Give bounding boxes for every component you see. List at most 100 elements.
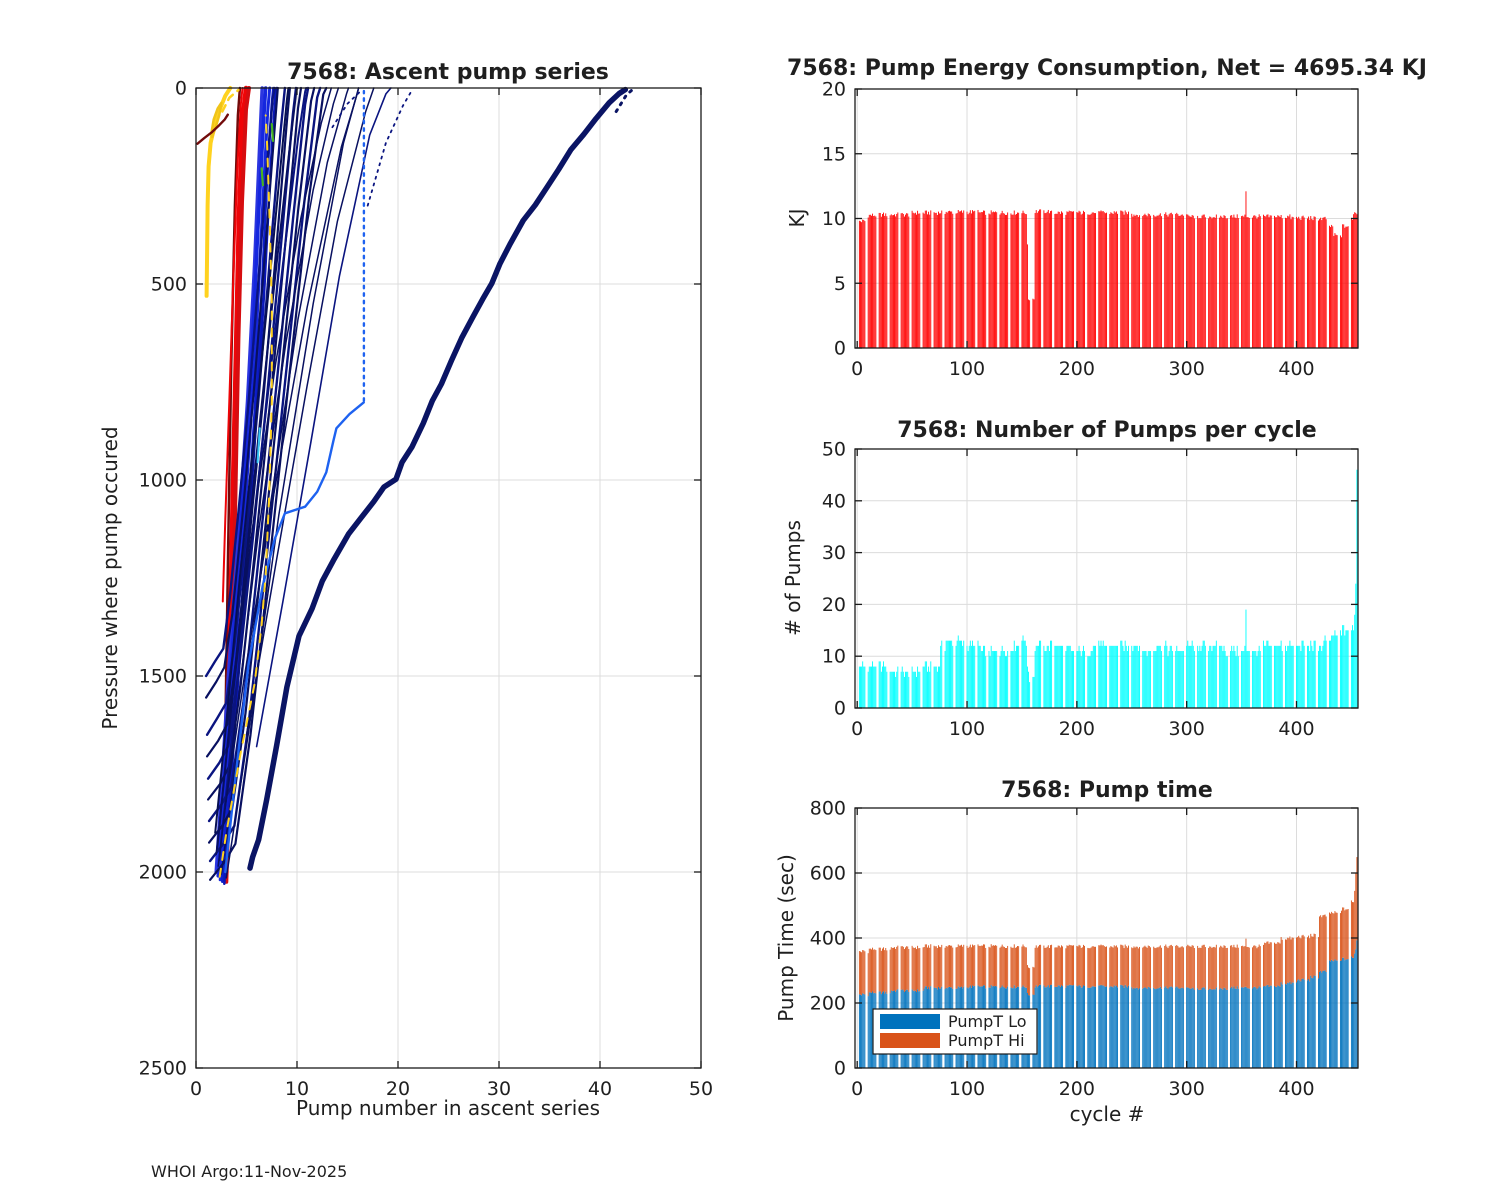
tick-label: 20 (822, 594, 846, 616)
bar-lo (1333, 961, 1335, 1068)
bar (1028, 299, 1029, 348)
series-line-navy-dotted-1 (366, 89, 414, 207)
bar (946, 640, 948, 708)
bar-hi (1214, 947, 1216, 990)
bar (1309, 219, 1311, 348)
bar (913, 213, 915, 348)
bar-lo (1220, 988, 1222, 1068)
bar-hi (1090, 947, 1092, 988)
bar-lo (1179, 988, 1181, 1068)
bar-lo (1175, 987, 1177, 1068)
bar (1241, 216, 1243, 348)
bar-lo (1210, 988, 1212, 1068)
bar (991, 212, 993, 348)
tick-label: 300 (1169, 718, 1205, 740)
bar-hi (891, 947, 893, 992)
bar (989, 656, 991, 708)
bar (1012, 651, 1014, 708)
tick-label: 20 (822, 79, 846, 101)
bar-hi (1303, 936, 1305, 980)
bar (1274, 215, 1275, 348)
bar (923, 213, 925, 348)
bar-hi (1186, 946, 1188, 988)
bar (1013, 640, 1015, 708)
bar (1045, 651, 1047, 708)
bar (1226, 656, 1228, 708)
legend-swatch-lo (880, 1014, 940, 1029)
bar (974, 645, 976, 708)
tick-label: 500 (151, 274, 187, 296)
bar (1123, 214, 1125, 348)
bar (1232, 217, 1234, 348)
bar (1120, 640, 1122, 708)
bar (914, 212, 916, 348)
bar-hi (1188, 945, 1190, 988)
pumps-ylabel: # of Pumps (781, 520, 805, 636)
bar (1134, 215, 1136, 348)
bar (1298, 216, 1300, 348)
bar-lo (1256, 989, 1258, 1068)
bar (959, 640, 961, 708)
pumps-plot: 0 100 200 300 400 0 10 20 30 40 50 (822, 439, 1359, 740)
bar-lo (1226, 989, 1228, 1068)
bar (1082, 645, 1084, 708)
tick-label: 30 (822, 542, 846, 564)
bar (1203, 640, 1205, 708)
bar-hi (1289, 936, 1291, 982)
bar-hi (1232, 947, 1234, 989)
bar (977, 209, 979, 348)
bar (1230, 215, 1232, 348)
bar (966, 211, 968, 348)
bar-hi (1320, 915, 1322, 971)
bar-lo (1109, 987, 1111, 1068)
bar (1164, 645, 1166, 708)
bar (1149, 651, 1151, 708)
bar (1093, 213, 1095, 348)
bar-hi (1026, 965, 1028, 993)
bar (1285, 645, 1286, 708)
legend-swatch-hi (880, 1033, 940, 1048)
bar (1006, 214, 1008, 348)
bar-lo (1336, 960, 1338, 1068)
series-line-yellow-main (204, 86, 233, 298)
bar-hi (1010, 946, 1012, 988)
bar (1226, 218, 1228, 348)
bar-lo (1159, 986, 1161, 1068)
bar (1339, 235, 1341, 348)
bar (1070, 651, 1072, 708)
bar-lo (1093, 986, 1095, 1068)
bar (858, 666, 860, 708)
bar-lo (1044, 987, 1046, 1068)
bar (1203, 214, 1205, 348)
bar-hi (1109, 947, 1111, 988)
bar-hi (1341, 910, 1342, 961)
bar (875, 216, 877, 348)
pumptime-legend: PumpT Lo PumpT Hi (872, 1008, 1038, 1055)
bar (1213, 217, 1215, 348)
bar-hi (974, 945, 976, 986)
bar (1208, 651, 1210, 708)
bar (1077, 651, 1079, 708)
bar (895, 676, 897, 708)
bar (1058, 645, 1060, 708)
bar (1062, 645, 1064, 708)
bar (1134, 645, 1136, 708)
bar-hi (1011, 947, 1013, 989)
bar-hi (924, 944, 926, 987)
bar-lo (1171, 987, 1173, 1068)
bar (1084, 651, 1085, 708)
bar-lo (1193, 990, 1195, 1068)
bar-hi (886, 950, 888, 994)
bar (1269, 645, 1271, 708)
bar-hi (896, 946, 898, 991)
bar (1202, 214, 1204, 348)
bar (868, 214, 870, 348)
bar-hi (1057, 945, 1059, 986)
bar (1145, 651, 1147, 708)
bar-lo (1046, 986, 1048, 1068)
bar-lo (1331, 959, 1333, 1068)
bar-hi (1044, 947, 1046, 988)
bar (1255, 651, 1257, 708)
bar (880, 671, 882, 708)
series-line-navy-hook-4 (206, 86, 291, 758)
